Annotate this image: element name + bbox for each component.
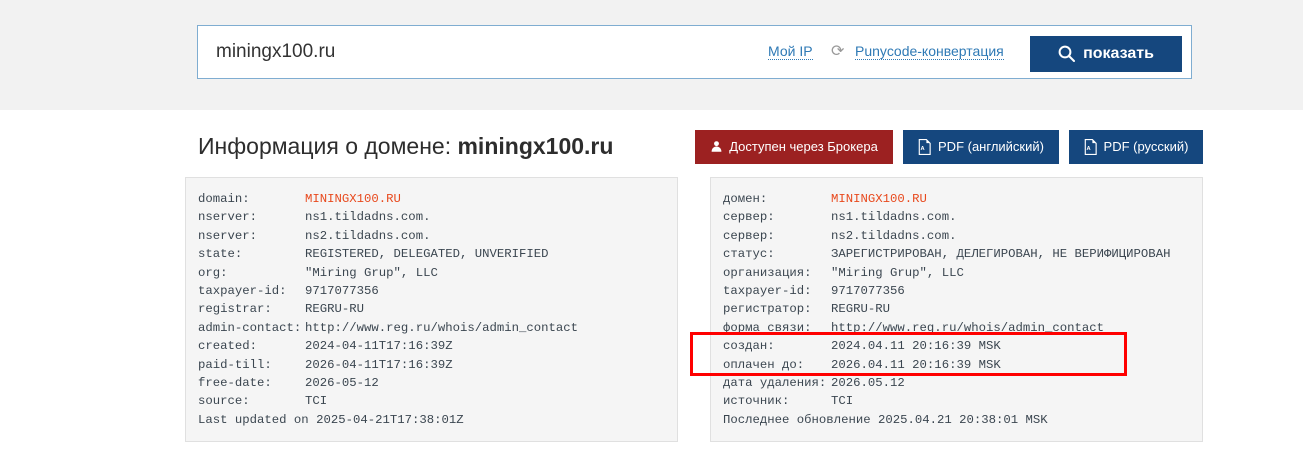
svg-text:A: A <box>1086 146 1090 152</box>
svg-text:A: A <box>921 146 925 152</box>
